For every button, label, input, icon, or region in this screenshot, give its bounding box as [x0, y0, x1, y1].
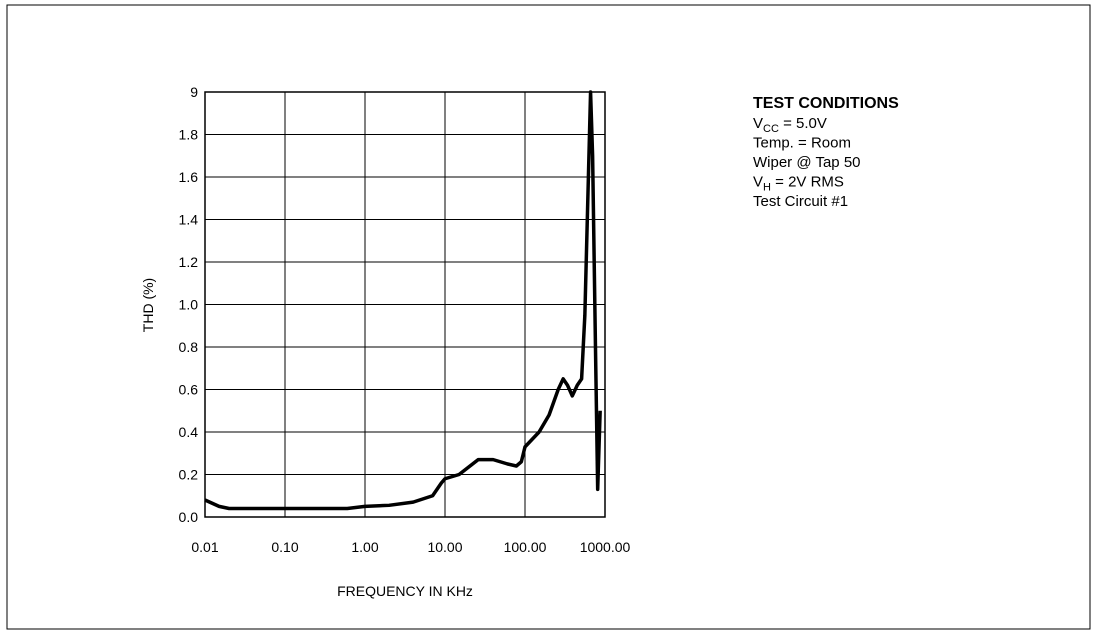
test-condition-line: Test Circuit #1 — [753, 193, 848, 210]
condition-text: = 5.0V — [779, 115, 827, 132]
data-line — [204, 90, 602, 511]
y-tick-label: 1.8 — [179, 127, 199, 143]
y-tick-label: 1.6 — [179, 169, 199, 185]
y-tick-label: 1.0 — [179, 297, 199, 313]
y-tick-label: 0.8 — [179, 339, 199, 355]
y-tick-label: 0.4 — [179, 424, 199, 440]
test-condition-line: Wiper @ Tap 50 — [753, 154, 861, 171]
condition-text: Test Circuit #1 — [753, 193, 848, 210]
y-tick-label: 0.2 — [179, 467, 199, 483]
y-tick-label: 0.0 — [179, 509, 199, 525]
x-axis-label: FREQUENCY IN KHz — [337, 583, 473, 599]
y-axis-label: THD (%) — [140, 278, 156, 332]
condition-text: Wiper @ Tap 50 — [753, 154, 861, 171]
test-conditions-title: TEST CONDITIONS — [753, 95, 899, 112]
test-condition-line: Temp. = Room — [753, 135, 851, 152]
test-condition-line: VCC = 5.0V — [753, 115, 827, 135]
x-tick-label: 100.00 — [504, 539, 547, 555]
y-tick-label: 0.6 — [179, 382, 199, 398]
plot-border — [204, 91, 606, 518]
x-tick-label: 0.01 — [191, 539, 218, 555]
test-condition-line: VH = 2V RMS — [753, 174, 844, 194]
x-tick-label: 1.00 — [351, 539, 378, 555]
x-tick-label: 10.00 — [427, 539, 462, 555]
condition-subscript: H — [763, 182, 771, 194]
condition-text: V — [753, 115, 763, 132]
condition-text: = 2V RMS — [771, 174, 844, 191]
y-tick-label: 1.4 — [179, 212, 199, 228]
y-tick-label: 1.2 — [179, 254, 199, 270]
x-tick-label: 0.10 — [271, 539, 298, 555]
condition-subscript: CC — [763, 123, 779, 135]
frame — [6, 4, 1091, 630]
condition-text: Temp. = Room — [753, 135, 851, 152]
x-tick-label: 1000.00 — [580, 539, 631, 555]
condition-text: V — [753, 174, 763, 191]
y-tick-label: 9 — [190, 84, 198, 100]
